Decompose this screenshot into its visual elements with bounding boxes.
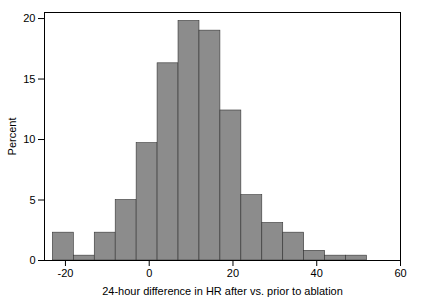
svg-text:24-hour difference in HR after: 24-hour difference in HR after vs. prior… [102, 285, 343, 297]
svg-text:0: 0 [29, 254, 35, 266]
svg-text:-20: -20 [57, 267, 73, 279]
svg-text:20: 20 [23, 12, 35, 24]
svg-text:40: 40 [311, 267, 323, 279]
svg-text:20: 20 [227, 267, 239, 279]
svg-text:Percent: Percent [6, 118, 18, 156]
svg-text:10: 10 [23, 133, 35, 145]
svg-text:0: 0 [146, 267, 152, 279]
svg-text:60: 60 [394, 267, 406, 279]
svg-text:15: 15 [23, 73, 35, 85]
svg-text:5: 5 [29, 194, 35, 206]
